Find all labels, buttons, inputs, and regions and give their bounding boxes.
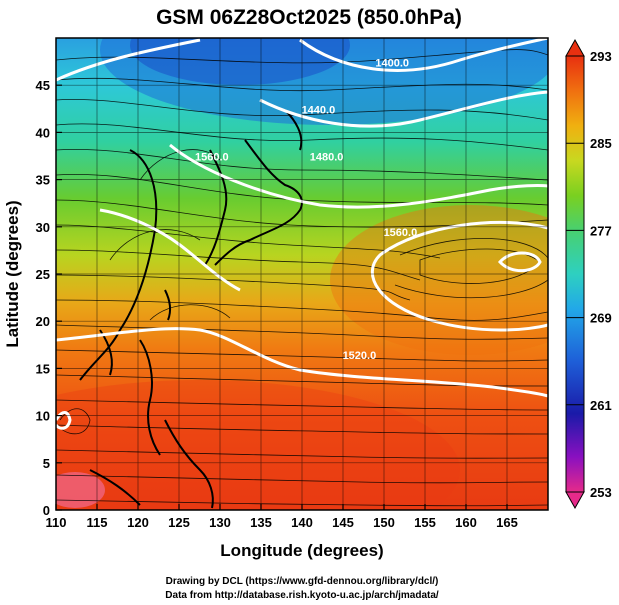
wind-streamlines bbox=[56, 49, 548, 507]
colorbar-tick-label: 277 bbox=[590, 223, 612, 238]
colorbar-bottom-arrow bbox=[565, 491, 585, 510]
contour-label: 1560.0 bbox=[384, 227, 418, 239]
colorbar-tick-label: 261 bbox=[590, 398, 612, 413]
warm-high-east bbox=[330, 205, 548, 355]
colorbar-gradient bbox=[565, 55, 585, 493]
credit-data: Data from http://database.rish.kyoto-u.a… bbox=[165, 590, 439, 601]
x-tick-label: 115 bbox=[87, 515, 108, 530]
height-contours bbox=[56, 38, 548, 430]
x-tick-label: 125 bbox=[168, 515, 190, 530]
colorbar-tick-label: 293 bbox=[590, 49, 612, 64]
colorbar-tick-label: 269 bbox=[590, 311, 612, 326]
x-tick-label: 160 bbox=[455, 515, 477, 530]
contour-label: 1520.0 bbox=[343, 350, 377, 362]
contour-label: 1400.0 bbox=[375, 57, 409, 69]
y-tick-label: 0 bbox=[43, 503, 50, 518]
x-axis-title: Longitude (degrees) bbox=[220, 541, 383, 560]
y-tick-label: 35 bbox=[36, 173, 50, 188]
colorbar-ticks: 293 285 277 269 261 253 bbox=[566, 49, 612, 500]
warm-spot-sw bbox=[56, 472, 105, 508]
x-tick-label: 135 bbox=[250, 515, 272, 530]
contour-label: 1480.0 bbox=[310, 152, 344, 164]
map-title: GSM 06Z28Oct2025 (850.0hPa) bbox=[156, 6, 462, 29]
x-tick-label: 165 bbox=[496, 515, 518, 530]
y-axis-title: Latitude (degrees) bbox=[3, 200, 22, 347]
y-tick-label: 25 bbox=[36, 267, 50, 282]
y-tick-label: 40 bbox=[36, 125, 50, 140]
y-axis: 0 5 10 15 20 25 30 35 40 45 bbox=[36, 78, 62, 518]
x-tick-label: 120 bbox=[127, 515, 149, 530]
x-axis: 110 115 120 125 130 135 140 145 150 155 160 165 bbox=[46, 504, 518, 530]
credit-drawing: Drawing by DCL (https://www.gfd-dennou.o… bbox=[166, 576, 439, 587]
x-tick-label: 110 bbox=[46, 515, 67, 530]
contour-label: 1560.0 bbox=[195, 152, 229, 164]
colorbar-tick-label: 253 bbox=[590, 485, 612, 500]
x-tick-label: 130 bbox=[209, 515, 231, 530]
plot-area: 1400.0 1440.0 1480.0 1560.0 1560.0 1520.0 bbox=[56, 38, 548, 510]
x-tick-label: 145 bbox=[332, 515, 354, 530]
contour-label: 1440.0 bbox=[302, 105, 336, 117]
y-tick-label: 15 bbox=[36, 361, 50, 376]
x-tick-label: 155 bbox=[414, 515, 436, 530]
y-tick-label: 10 bbox=[36, 409, 50, 424]
y-tick-label: 45 bbox=[36, 78, 50, 93]
lat-lon-grid bbox=[56, 38, 548, 510]
x-tick-label: 140 bbox=[291, 515, 313, 530]
y-tick-label: 20 bbox=[36, 314, 50, 329]
colorbar: 293 285 277 269 261 253 bbox=[565, 38, 612, 510]
colorbar-top-arrow bbox=[565, 38, 585, 57]
y-tick-label: 30 bbox=[36, 220, 50, 235]
colorbar-tick-label: 285 bbox=[590, 136, 612, 151]
x-tick-label: 150 bbox=[373, 515, 395, 530]
contour-labels: 1400.0 1440.0 1480.0 1560.0 1560.0 1520.0 bbox=[195, 57, 417, 362]
y-tick-label: 5 bbox=[43, 456, 50, 471]
